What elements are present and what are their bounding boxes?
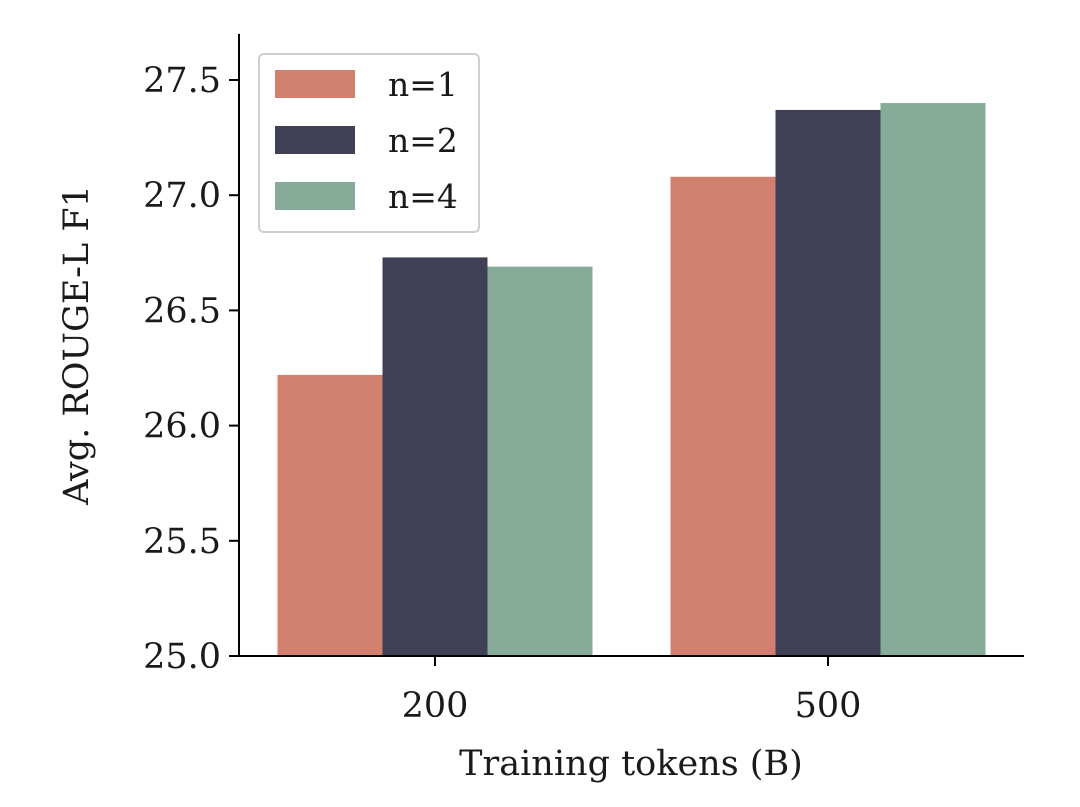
x-ticks: 200 500 xyxy=(402,656,862,726)
x-tick-label: 200 xyxy=(402,686,469,726)
bar-n4-500 xyxy=(880,103,986,657)
bars-layer xyxy=(277,103,986,657)
y-tick-label: 26.5 xyxy=(143,291,221,331)
legend-swatch-n4 xyxy=(275,182,355,210)
y-axis-label: Avg. ROUGE-L F1 xyxy=(57,185,97,506)
legend: n=1 n=2 n=4 xyxy=(258,53,480,233)
bar-n4-200 xyxy=(487,266,593,656)
legend-label-n2: n=2 xyxy=(388,121,458,160)
x-axis-label: Training tokens (B) xyxy=(459,744,803,784)
bar-n2-500 xyxy=(775,109,881,656)
x-tick-label: 500 xyxy=(795,686,862,726)
bar-n1-500 xyxy=(670,176,776,656)
y-tick-label: 27.5 xyxy=(143,61,221,101)
bar-n2-200 xyxy=(382,257,488,656)
legend-items: n=1 n=2 n=4 xyxy=(275,65,458,216)
axes-layer xyxy=(238,33,1024,657)
y-ticks: 25.0 25.5 26.0 26.5 27.0 27.5 xyxy=(143,61,239,677)
y-tick-label: 25.0 xyxy=(143,637,221,677)
y-tick-label: 27.0 xyxy=(143,176,221,216)
legend-label-n1: n=1 xyxy=(388,65,458,104)
y-tick-label: 26.0 xyxy=(143,407,221,447)
bar-n1-200 xyxy=(277,374,383,656)
legend-swatch-n2 xyxy=(275,126,355,154)
legend-swatch-n1 xyxy=(275,70,355,98)
y-tick-label: 25.5 xyxy=(143,522,221,562)
legend-label-n4: n=4 xyxy=(388,177,458,216)
